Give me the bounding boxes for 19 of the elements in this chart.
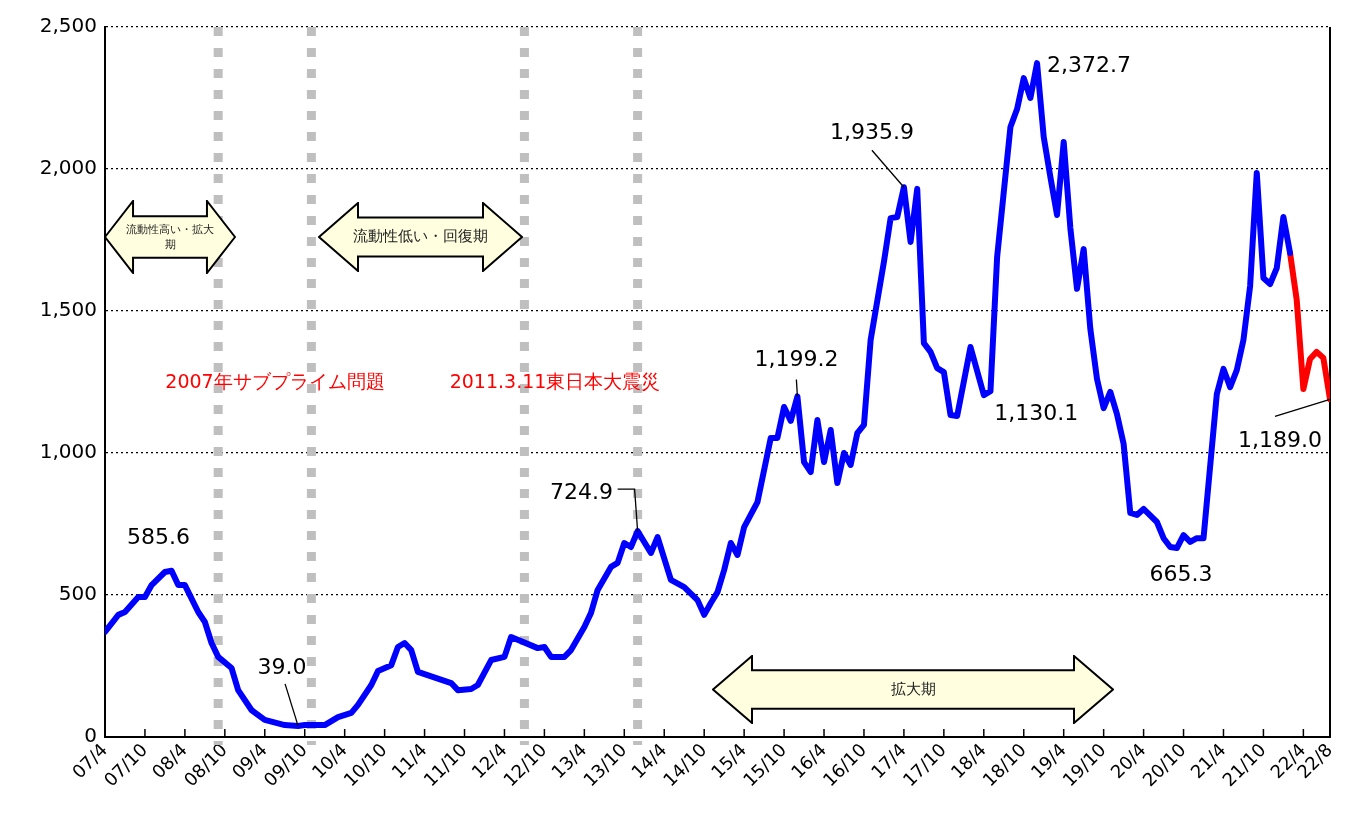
- annotation: 665.3: [1149, 560, 1213, 586]
- y-tick-label: 1,000: [39, 439, 97, 464]
- y-tick-label: 1,500: [39, 297, 97, 322]
- annotation: 1,199.2: [754, 346, 839, 372]
- annotation: 724.9: [550, 478, 614, 504]
- annotation: 1,130.1: [994, 399, 1079, 425]
- annotation: 流動性低い・回復期: [352, 226, 489, 248]
- annotation: 流動性高い・拡大期: [125, 222, 215, 253]
- y-tick-label: 2,000: [39, 155, 97, 180]
- annotation: 585.6: [127, 524, 191, 550]
- y-tick-label: 2,500: [39, 13, 97, 38]
- annotation: 2007年サブプライム問題: [165, 369, 385, 392]
- y-tick-label: 500: [58, 581, 97, 606]
- annotation: 拡大期: [889, 679, 937, 700]
- annotation: 1,935.9: [829, 118, 914, 144]
- annotation: 2011.3.11東日本大震災: [449, 369, 661, 392]
- annotation: 1,189.0: [1238, 427, 1322, 453]
- annotation: 2,372.7: [1047, 51, 1132, 77]
- annotation: 39.0: [257, 653, 307, 679]
